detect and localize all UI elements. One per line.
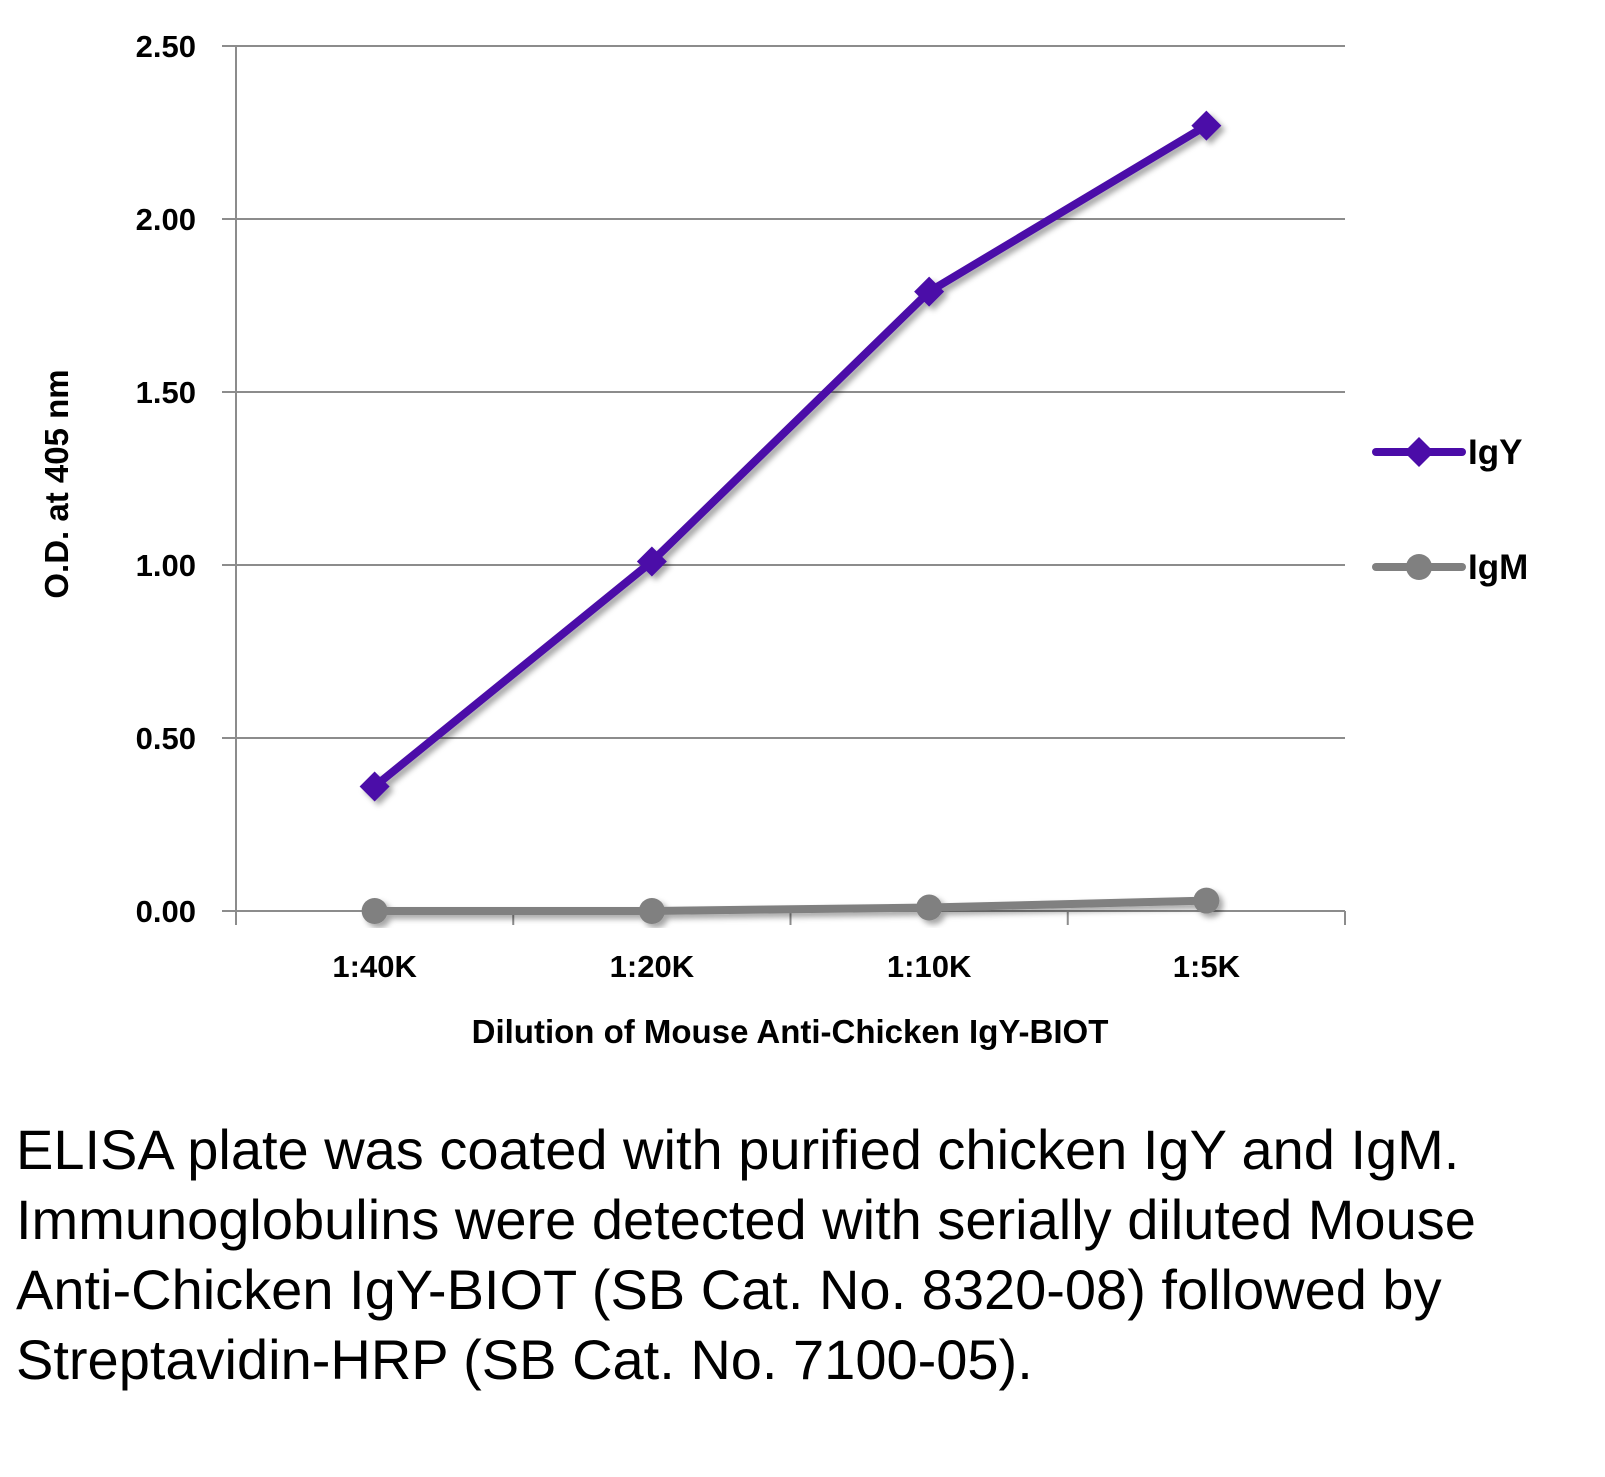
y-tick-label: 1.00 xyxy=(136,548,196,583)
data-point-igm xyxy=(361,898,388,924)
x-tick-label: 1:20K xyxy=(610,949,695,984)
data-point-igy xyxy=(914,276,945,307)
figure-caption: ELISA plate was coated with purified chi… xyxy=(16,1118,1476,1391)
y-tick-label: 0.00 xyxy=(136,894,196,929)
data-point-igy xyxy=(1191,110,1222,141)
axes: 0.00 0.50 1.00 1.50 2.00 2.50 1:40K 1:20K 1:10K 1… xyxy=(136,29,1346,984)
data-point-igm xyxy=(916,894,943,921)
y-tick-label: 2.00 xyxy=(136,202,196,237)
y-tick-label: 1.50 xyxy=(136,375,196,410)
data-point-igm xyxy=(638,898,665,924)
legend: IgY IgM xyxy=(1372,433,1528,587)
series xyxy=(359,110,1222,924)
legend-marker xyxy=(1406,554,1432,580)
series-line-igm xyxy=(370,896,1211,915)
series-line-igy xyxy=(370,121,1211,791)
x-tick-label: 1:5K xyxy=(1173,949,1241,984)
x-tick-label: 1:10K xyxy=(887,949,972,984)
legend-item-igy: IgY xyxy=(1372,433,1522,472)
legend-label: IgY xyxy=(1468,433,1522,472)
x-tick-label: 1:40K xyxy=(332,949,417,984)
gridlines xyxy=(236,45,1345,739)
legend-item-igm: IgM xyxy=(1372,548,1528,587)
y-axis-title: O.D. at 405 nm xyxy=(38,369,75,598)
y-tick-label: 0.50 xyxy=(136,721,196,756)
data-point-igy xyxy=(636,546,667,577)
legend-label: IgM xyxy=(1468,548,1528,587)
data-point-igm xyxy=(1193,887,1220,914)
y-tick-label: 2.50 xyxy=(136,29,196,64)
x-axis-title: Dilution of Mouse Anti-Chicken IgY-BIOT xyxy=(472,1013,1109,1050)
legend-marker xyxy=(1404,437,1434,467)
elisa-line-chart: 0.00 0.50 1.00 1.50 2.00 2.50 1:40K 1:20K 1:10K 1… xyxy=(38,29,1528,1050)
series-igy xyxy=(359,110,1222,802)
series-igm xyxy=(361,887,1220,924)
data-point-igy xyxy=(359,771,390,802)
